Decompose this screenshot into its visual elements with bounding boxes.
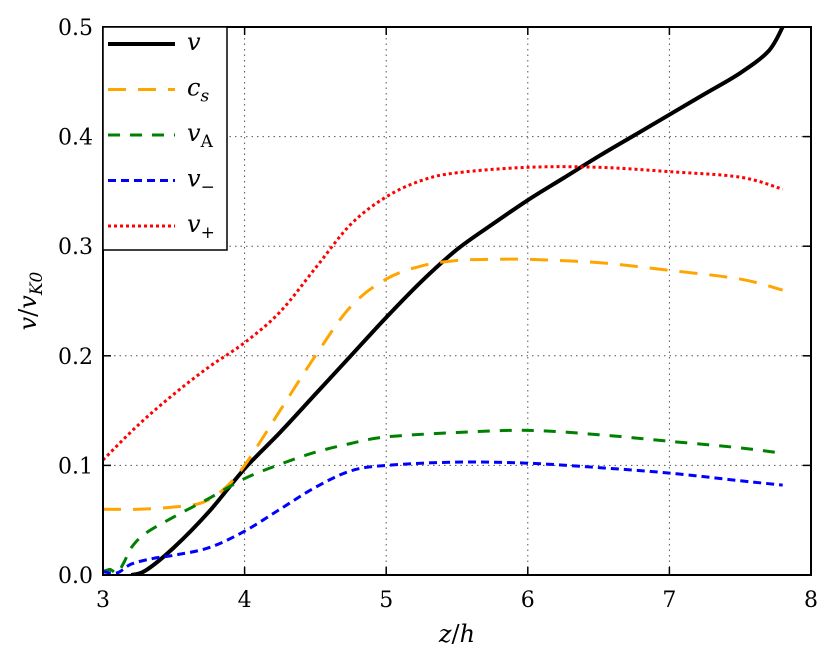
y-tick-label: 0.2 — [58, 345, 93, 370]
legend-label: v− — [187, 165, 215, 198]
y-axis-label: v/vK0 — [14, 271, 47, 330]
ticks: 3 4 5 6 7 8 0.0 0.1 0.2 0.3 0.4 0.5 — [58, 16, 818, 613]
legend-label: v — [187, 28, 201, 56]
y-tick-label: 0.0 — [58, 564, 93, 589]
y-tick-label: 0.1 — [58, 454, 93, 479]
y-tick-label: 0.5 — [58, 16, 93, 41]
legend-label: cs — [187, 74, 209, 107]
legend: v cs vA v− v+ — [102, 26, 228, 251]
series-line-2 — [103, 428, 783, 575]
x-tick-label: 6 — [521, 588, 535, 613]
legend-label: vA — [187, 119, 214, 152]
series-line-1 — [103, 257, 784, 511]
series-line-4 — [103, 165, 784, 461]
plot-frame — [102, 26, 812, 576]
x-axis-label: z/h — [438, 620, 475, 648]
x-tick-label: 8 — [804, 588, 818, 613]
x-tick-label: 5 — [379, 588, 393, 613]
x-tick-label: 3 — [96, 588, 110, 613]
x-tick-label: 7 — [662, 588, 676, 613]
series-lines — [103, 25, 785, 575]
y-tick-label: 0.4 — [58, 126, 93, 151]
series-line-3 — [103, 460, 783, 575]
legend-label: v+ — [187, 210, 215, 243]
series-line-0 — [130, 25, 785, 575]
legend-box — [102, 26, 228, 251]
y-tick-label: 0.3 — [58, 235, 93, 260]
x-tick-label: 4 — [238, 588, 252, 613]
